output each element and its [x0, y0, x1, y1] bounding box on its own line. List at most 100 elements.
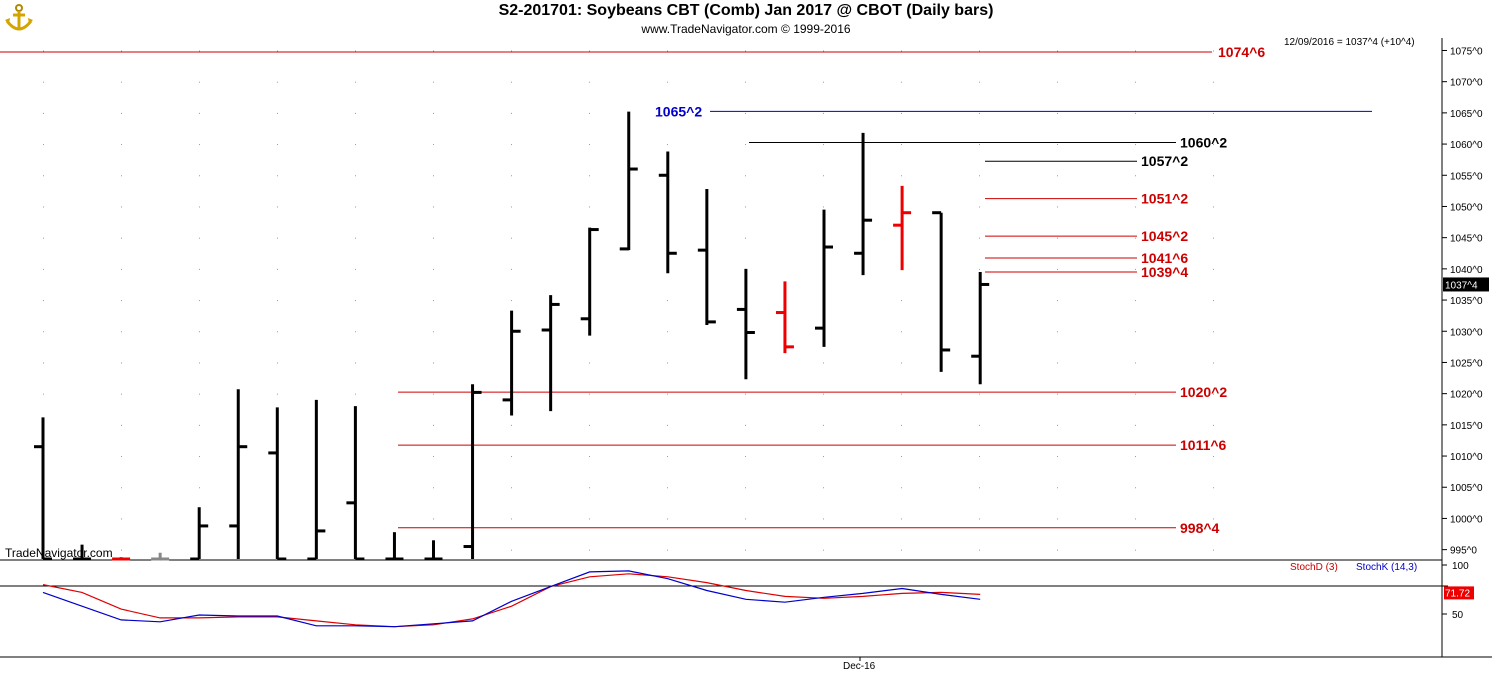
grid-dot — [199, 456, 200, 458]
grid-dot — [823, 456, 824, 458]
price-bar — [73, 544, 92, 561]
grid-dot — [1057, 456, 1058, 458]
grid-dot — [667, 300, 668, 302]
grid-dot — [1213, 331, 1214, 333]
grid-dot — [745, 50, 746, 52]
grid-dot — [1135, 268, 1136, 270]
grid-dot — [667, 331, 668, 333]
grid-dot — [589, 487, 590, 489]
grid-dot — [745, 456, 746, 458]
grid-dot — [511, 456, 512, 458]
grid-dot — [511, 487, 512, 489]
grid-dot — [745, 206, 746, 208]
grid-dot — [901, 518, 902, 520]
grid-dot — [511, 518, 512, 520]
grid-dot — [199, 424, 200, 426]
grid-dot — [511, 112, 512, 114]
grid-dot — [121, 362, 122, 364]
grid-dot — [1213, 549, 1214, 551]
level-label: 1011^6 — [1180, 437, 1227, 453]
y-tick-label: 1005^0 — [1450, 483, 1483, 494]
grid-dot — [433, 362, 434, 364]
grid-dot — [1135, 112, 1136, 114]
grid-dot — [121, 144, 122, 146]
grid-dot — [199, 206, 200, 208]
grid-dot — [589, 206, 590, 208]
grid-dot — [1057, 362, 1058, 364]
grid-dot — [1135, 487, 1136, 489]
grid-dot — [667, 518, 668, 520]
grid-dot — [433, 50, 434, 52]
grid-dot — [1135, 424, 1136, 426]
grid-dot — [745, 175, 746, 177]
grid-dot — [277, 393, 278, 395]
y-tick-label: 995^0 — [1450, 546, 1477, 557]
y-tick-label: 1035^0 — [1450, 296, 1483, 307]
x-tick-label: Dec-16 — [843, 661, 876, 672]
chart-subtitle: www.TradeNavigator.com © 1999-2016 — [641, 22, 851, 36]
grid-dot — [1057, 487, 1058, 489]
grid-dot — [1057, 300, 1058, 302]
grid-dot — [901, 456, 902, 458]
grid-dot — [745, 237, 746, 239]
grid-dot — [511, 81, 512, 83]
grid-dot — [1213, 424, 1214, 426]
grid-dot — [199, 50, 200, 52]
grid-dot — [589, 456, 590, 458]
grid-dot — [511, 237, 512, 239]
grid-dot — [511, 549, 512, 551]
watermark: TradeNavigator.com — [5, 546, 113, 560]
price-bar — [502, 310, 521, 416]
grid-dot — [667, 81, 668, 83]
grid-dot — [511, 300, 512, 302]
grid-dot — [43, 112, 44, 114]
grid-dot — [1057, 175, 1058, 177]
grid-dot — [121, 175, 122, 177]
level-label: 1020^2 — [1180, 384, 1227, 400]
grid-dot — [1057, 144, 1058, 146]
grid-dot — [121, 393, 122, 395]
grid-dot — [433, 206, 434, 208]
legend-stoch-d: StochD (3) — [1290, 562, 1338, 573]
price-bar — [151, 552, 170, 561]
grid-dot — [1213, 144, 1214, 146]
grid-dot — [979, 175, 980, 177]
grid-dot — [1135, 549, 1136, 551]
legend-stoch-k: StochK (14,3) — [1356, 562, 1418, 573]
grid-dot — [901, 50, 902, 52]
grid-dot — [277, 50, 278, 52]
level-label: 1074^6 — [1218, 44, 1265, 60]
price-bar — [34, 417, 52, 561]
grid-dot — [43, 81, 44, 83]
grid-dot — [433, 144, 434, 146]
level-label: 1051^2 — [1141, 191, 1188, 207]
stoch-last-label: 71.72 — [1445, 588, 1470, 599]
price-bar — [229, 389, 248, 559]
grid-dot — [979, 144, 980, 146]
grid-dot — [43, 393, 44, 395]
grid-dot — [667, 362, 668, 364]
grid-dot — [1213, 81, 1214, 83]
y-tick-label: 1070^0 — [1450, 78, 1483, 89]
grid-dot — [355, 237, 356, 239]
grid-dot — [901, 300, 902, 302]
last-price-label: 1037^4 — [1445, 280, 1478, 291]
grid-dot — [901, 175, 902, 177]
grid-dot — [277, 300, 278, 302]
level-label: 1045^2 — [1141, 228, 1188, 244]
grid-dot — [277, 362, 278, 364]
level-label: 1057^2 — [1141, 153, 1188, 169]
y-tick-label: 1075^0 — [1450, 46, 1483, 57]
grid-dot — [121, 331, 122, 333]
grid-dot — [823, 362, 824, 364]
grid-dot — [43, 175, 44, 177]
grid-dot — [1135, 393, 1136, 395]
grid-dot — [979, 81, 980, 83]
grid-dot — [589, 424, 590, 426]
y-tick-label: 1030^0 — [1450, 327, 1483, 338]
price-bar — [815, 209, 833, 347]
stoch-last-box — [1444, 586, 1474, 600]
grid-dot — [199, 175, 200, 177]
y-tick-label: 1010^0 — [1450, 452, 1483, 463]
grid-dot — [433, 424, 434, 426]
